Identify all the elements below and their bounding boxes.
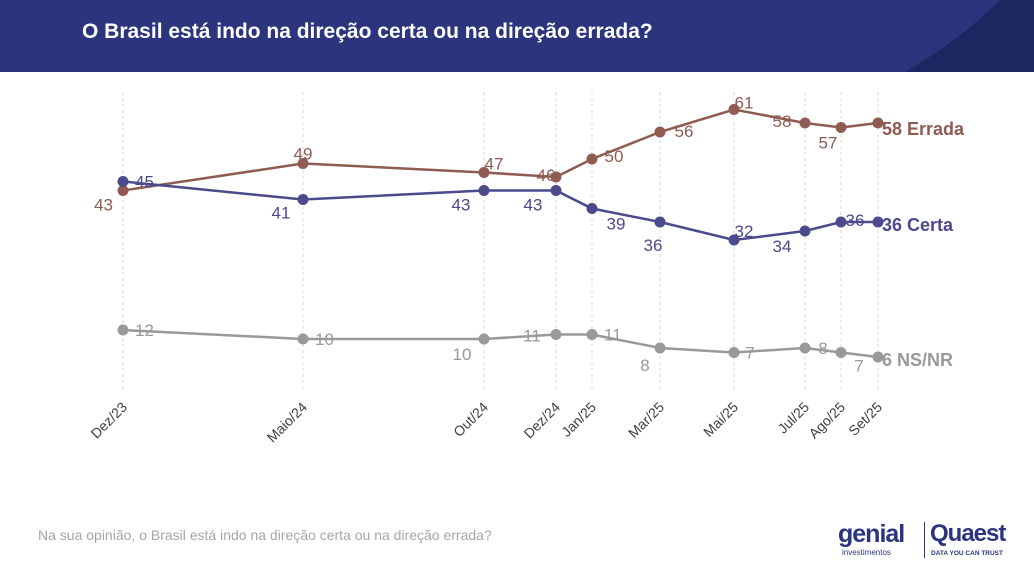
data-point-certa <box>297 194 309 205</box>
quaest-logo: Quaest DATA YOU CAN TRUST <box>930 520 1026 562</box>
data-point-nsnr <box>117 324 129 336</box>
end-label-errada: 58 Errada <box>882 119 965 139</box>
genial-logo-subtitle: investimentos <box>842 548 891 557</box>
x-tick-label: Ago/25 <box>805 399 848 442</box>
data-label-nsnr: 8 <box>818 339 827 358</box>
data-point-errada <box>872 117 884 129</box>
data-point-certa <box>872 216 884 228</box>
data-label-errada: 49 <box>294 145 313 164</box>
data-label-certa: 39 <box>607 215 626 234</box>
data-point-nsnr <box>478 333 490 345</box>
data-label-errada: 56 <box>675 122 694 141</box>
data-point-nsnr <box>728 347 740 358</box>
series-line-errada <box>122 108 879 192</box>
data-label-certa: 34 <box>773 237 792 256</box>
x-tick-label: Dez/23 <box>87 399 130 442</box>
data-label-certa: 45 <box>135 173 154 192</box>
x-tick-label: Out/24 <box>450 399 491 440</box>
genial-logo-name: genial <box>838 520 905 548</box>
data-label-nsnr: 11 <box>604 326 622 345</box>
x-tick-label: Set/25 <box>845 399 885 439</box>
x-tick-label: Mai/25 <box>700 399 741 440</box>
data-point-errada <box>478 167 490 178</box>
quaest-logo-name: Quaest <box>930 520 1006 547</box>
header-background <box>0 0 1034 72</box>
data-label-nsnr: 10 <box>315 330 334 349</box>
genial-logo: genial investimentos <box>838 520 920 562</box>
logos: genial investimentos Quaest DATA YOU CAN… <box>838 520 1028 562</box>
series-line-nsnr <box>122 328 879 359</box>
data-point-certa <box>835 216 847 228</box>
end-label-nsnr: 6 NS/NR <box>882 350 953 370</box>
data-point-certa <box>586 203 598 214</box>
data-point-certa <box>550 185 562 196</box>
data-label-nsnr: 10 <box>453 345 472 364</box>
data-point-nsnr <box>654 342 666 354</box>
data-label-nsnr: 7 <box>854 357 863 376</box>
data-label-errada: 50 <box>605 147 624 166</box>
data-label-certa: 32 <box>735 222 754 241</box>
footnote: Na sua opinião, o Brasil está indo na di… <box>38 527 492 543</box>
data-label-errada: 58 <box>773 112 792 131</box>
x-tick-label: Jan/25 <box>558 399 599 440</box>
data-point-nsnr <box>872 351 884 363</box>
data-point-errada <box>799 117 811 129</box>
data-point-errada <box>550 171 562 183</box>
data-point-errada <box>117 185 129 196</box>
logo-divider <box>924 522 925 558</box>
data-point-certa <box>728 234 740 246</box>
data-label-certa: 43 <box>452 196 471 215</box>
quaest-logo-tagline: DATA YOU CAN TRUST <box>931 550 1003 557</box>
x-tick-label: Mar/25 <box>625 399 667 441</box>
data-point-certa <box>799 225 811 237</box>
data-point-nsnr <box>835 347 847 358</box>
data-label-certa: 36 <box>644 236 663 255</box>
data-label-errada: 57 <box>819 134 838 153</box>
data-label-errada: 46 <box>537 166 556 185</box>
data-label-nsnr: 11 <box>523 327 541 346</box>
data-point-certa <box>117 176 129 187</box>
data-label-nsnr: 7 <box>745 344 754 363</box>
series-line-certa <box>122 180 878 242</box>
data-point-nsnr <box>799 342 811 354</box>
header-corner-accent <box>905 0 1034 72</box>
data-label-certa: 36 <box>846 211 865 230</box>
page-title: O Brasil está indo na direção certa ou n… <box>82 20 653 43</box>
data-label-errada: 43 <box>94 196 113 215</box>
data-label-nsnr: 8 <box>640 356 649 375</box>
header-band <box>0 0 1034 72</box>
data-point-errada <box>728 104 740 115</box>
data-label-certa: 41 <box>272 204 291 223</box>
data-label-errada: 61 <box>735 94 754 113</box>
x-tick-label: Maio/24 <box>264 399 311 446</box>
data-label-certa: 43 <box>524 196 543 215</box>
data-point-nsnr <box>297 333 309 345</box>
data-point-nsnr <box>586 329 598 340</box>
data-point-errada <box>835 122 847 133</box>
data-label-nsnr: 12 <box>135 321 154 340</box>
data-point-errada <box>297 158 309 169</box>
data-point-nsnr <box>550 329 562 340</box>
data-point-errada <box>586 153 598 165</box>
data-point-errada <box>654 126 666 138</box>
data-label-errada: 47 <box>485 155 504 174</box>
data-point-certa <box>654 216 666 228</box>
end-label-certa: 36 Certa <box>882 215 954 235</box>
data-point-certa <box>478 185 490 196</box>
x-tick-label: Dez/24 <box>520 399 563 442</box>
